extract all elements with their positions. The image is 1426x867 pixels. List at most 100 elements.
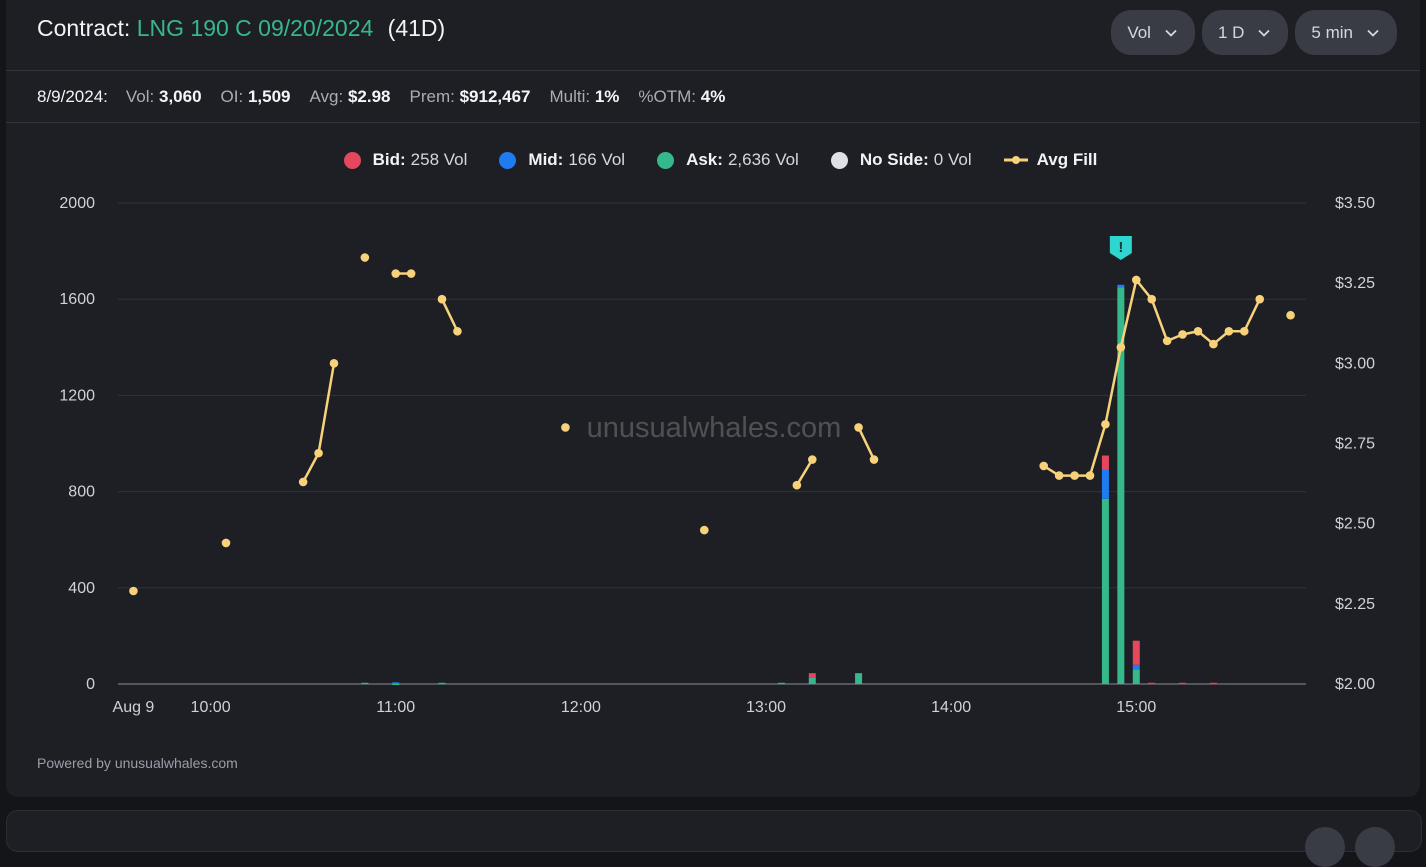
volume-bar-bid <box>1209 682 1217 685</box>
volume-bar-ask <box>808 677 816 684</box>
volume-bar-ask <box>1101 498 1109 684</box>
y-left-tick-label: 800 <box>68 484 95 501</box>
avg-fill-line <box>440 298 459 332</box>
avg-fill-point <box>699 525 709 535</box>
avg-fill-point <box>453 326 462 336</box>
volume-bar-bid <box>808 673 816 678</box>
days-to-expiry: (41D) <box>387 15 446 41</box>
y-left-tick-label: 1600 <box>59 291 95 308</box>
x-tick-label: 12:00 <box>561 699 601 716</box>
stat-volume: Vol: 3,060 <box>125 86 202 106</box>
avg-fill-point <box>1255 294 1265 304</box>
volume-bar-mid <box>392 682 400 684</box>
avg-fill-point <box>1131 275 1141 285</box>
avg-fill-point <box>1162 336 1172 346</box>
legend-item-mid[interactable]: Mid: 166 Vol <box>499 150 625 170</box>
next-card-button[interactable] <box>1305 827 1345 867</box>
x-tick-label: 10:00 <box>191 699 231 716</box>
avg-fill-point <box>391 269 401 278</box>
chart-legend: Bid: 258 Vol Mid: 166 Vol Ask: 2,636 Vol No… <box>6 148 1420 172</box>
volume-bar-mid <box>1117 284 1125 288</box>
stats-date: 8/9/2024: <box>37 86 108 106</box>
metric-dropdown-label: Vol <box>1127 22 1151 42</box>
avg-fill-line <box>302 363 336 483</box>
y-right-tick-label: $3.50 <box>1335 195 1375 212</box>
volume-bar-bid <box>1179 682 1187 685</box>
y-right-tick-label: $2.00 <box>1335 676 1375 693</box>
avg-fill-point <box>314 448 323 458</box>
x-tick-label: 15:00 <box>1116 699 1156 716</box>
stats-bar: 8/9/2024: Vol: 3,060 OI: 1,509 Avg: $2.9… <box>6 71 1420 123</box>
x-tick-label: Aug 9 <box>113 699 155 716</box>
alert-flag-icon <box>1109 236 1132 260</box>
avg-fill-point <box>561 423 570 432</box>
avg-fill-point <box>1193 326 1203 336</box>
flow-chart-card: Contract: LNG 190 C 09/20/2024 (41D) Vol… <box>6 0 1420 797</box>
avg-fill-point <box>1209 339 1218 349</box>
x-tick-label: 13:00 <box>746 699 786 716</box>
chevron-down-icon <box>1258 29 1271 37</box>
watermark: unusualwhales.com <box>587 412 842 444</box>
y-left-tick-label: 0 <box>86 676 95 693</box>
metric-dropdown[interactable]: Vol <box>1111 10 1195 55</box>
controls: Vol 1 D 5 min <box>1111 10 1397 55</box>
volume-bar-mid <box>1101 469 1109 499</box>
legend-item-bid[interactable]: Bid: 258 Vol <box>343 150 467 170</box>
volume-bar-bid <box>1132 640 1140 665</box>
avg-fill-line <box>1043 278 1261 477</box>
avg-fill-point <box>1147 294 1157 304</box>
avg-fill-line <box>795 458 814 486</box>
y-right-tick-label: $2.50 <box>1335 516 1375 533</box>
y-right-tick-label: $2.25 <box>1335 596 1375 613</box>
bid-dot-icon <box>343 151 361 169</box>
range-dropdown-label: 1 D <box>1217 22 1245 42</box>
avg-fill-point <box>1085 471 1095 480</box>
footer-credit: Powered by unusualwhales.com <box>37 755 238 771</box>
volume-bar-bid <box>1148 682 1156 685</box>
avg-fill-point <box>807 455 817 464</box>
next-card <box>6 810 1422 867</box>
avg-fill-point <box>792 480 802 490</box>
avg-fill-point <box>1286 310 1295 320</box>
volume-bar-ask <box>855 673 863 684</box>
interval-dropdown-label: 5 min <box>1311 22 1353 42</box>
avg-fill-point <box>406 269 416 278</box>
avg-fill-point <box>1054 471 1064 480</box>
mid-dot-icon <box>499 151 517 169</box>
stat-multi: Multi: 1% <box>549 86 620 106</box>
avg-fill-point <box>869 455 879 464</box>
range-dropdown[interactable]: 1 D <box>1201 10 1289 55</box>
contract-name[interactable]: LNG 190 C 09/20/2024 <box>136 15 374 41</box>
no-side-dot-icon <box>830 151 848 169</box>
avg-fill-point <box>221 538 231 548</box>
legend-item-avg-fill[interactable]: Avg Fill <box>1003 150 1103 170</box>
alert-flag-symbol: ! <box>1118 239 1123 256</box>
volume-bar-bid <box>1101 455 1109 470</box>
avg-fill-point <box>1101 419 1110 429</box>
avg-fill-point <box>1178 330 1187 339</box>
volume-chart: 0 400 800 1200 1600 2000 $2.00 $2.25 $2.50 $2.75 $… <box>59 195 1375 716</box>
header: Contract: LNG 190 C 09/20/2024 (41D) Vol… <box>6 0 1420 71</box>
legend-item-no-side[interactable]: No Side: 0 Vol <box>830 150 972 170</box>
stat-otm: %OTM: 4% <box>638 86 726 106</box>
avg-fill-point <box>437 294 447 304</box>
avg-fill-point <box>1224 326 1234 336</box>
y-left-tick-label: 1200 <box>59 387 95 404</box>
chevron-down-icon <box>1165 29 1177 37</box>
stat-premium: Prem: $912,467 <box>409 86 531 106</box>
volume-bar-ask <box>438 682 446 685</box>
avg-fill-point <box>360 253 370 262</box>
page-title: Contract: LNG 190 C 09/20/2024 (41D) <box>37 15 445 42</box>
x-tick-label: 11:00 <box>376 699 415 716</box>
y-right-tick-label: $3.00 <box>1335 355 1375 372</box>
volume-bar-ask <box>392 683 400 686</box>
line-marker-icon <box>1003 156 1028 164</box>
y-right-tick-label: $2.75 <box>1335 436 1375 453</box>
legend-item-ask[interactable]: Ask: 2,636 Vol <box>657 150 799 170</box>
next-card-button[interactable] <box>1355 827 1395 867</box>
interval-dropdown[interactable]: 5 min <box>1295 10 1397 55</box>
avg-fill-point <box>1039 461 1049 471</box>
avg-fill-point <box>129 586 138 596</box>
avg-fill-point <box>1070 471 1079 480</box>
ask-dot-icon <box>657 151 675 169</box>
